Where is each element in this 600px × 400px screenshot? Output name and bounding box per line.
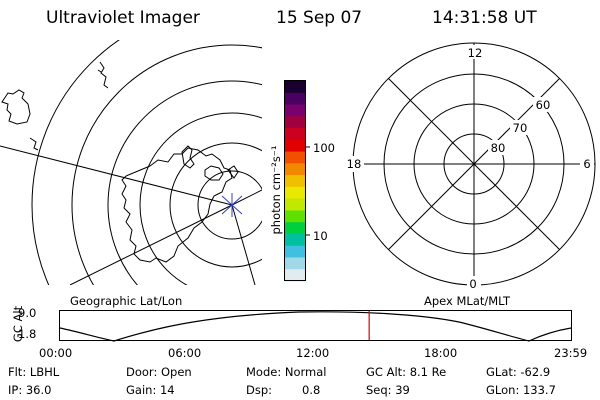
time-tick-0000: 00:00 bbox=[39, 346, 73, 360]
time-tick-2359: 23:59 bbox=[554, 346, 588, 360]
mlt-label-18: 18 bbox=[347, 157, 362, 171]
lat-circle bbox=[169, 142, 262, 268]
colorbar-band bbox=[285, 210, 305, 223]
colorbar-band bbox=[285, 139, 305, 153]
colorbar-band bbox=[285, 257, 305, 270]
geographic-map bbox=[0, 40, 262, 285]
lon-line bbox=[231, 204, 256, 285]
coastline bbox=[29, 137, 39, 151]
mlt-label-0: 0 bbox=[469, 277, 476, 291]
colorbar-band bbox=[285, 269, 305, 282]
left-panel-label: Geographic Lat/Lon bbox=[70, 294, 183, 308]
colorbar-band bbox=[285, 175, 305, 188]
lat-circle bbox=[197, 170, 262, 240]
time-tick-0600: 06:00 bbox=[168, 346, 202, 360]
colorbar-tick-100: 100 bbox=[313, 141, 335, 155]
coastline bbox=[204, 165, 224, 181]
gc-alt-readout: GC Alt: 8.1 Re bbox=[366, 365, 447, 379]
mode-readout: Mode: Normal bbox=[246, 365, 327, 379]
altitude-y-tick-max: 9.0 bbox=[18, 306, 37, 320]
door-readout: Door: Open bbox=[126, 365, 192, 379]
altitude-curve bbox=[59, 311, 572, 342]
altitude-plot bbox=[59, 310, 572, 342]
mlt-label-6: 6 bbox=[583, 157, 590, 171]
mlat-label-70: 70 bbox=[513, 121, 528, 135]
colorbar-band bbox=[285, 163, 305, 176]
lat-circle bbox=[71, 44, 262, 285]
colorbar-tick-10: 10 bbox=[313, 229, 328, 243]
mlat-label-60: 60 bbox=[536, 98, 551, 112]
coastline bbox=[181, 145, 195, 169]
colorbar-band bbox=[285, 222, 305, 235]
right-panel-label: Apex MLat/MLT bbox=[424, 294, 511, 308]
colorbar-band bbox=[285, 92, 305, 106]
colorbar-unit-label: photon cm⁻²s⁻¹ bbox=[269, 145, 283, 235]
altitude-y-tick-min: 1.8 bbox=[18, 327, 37, 341]
glat-readout: GLat: -62.9 bbox=[486, 365, 551, 379]
filter-readout: Flt: LBHL bbox=[8, 365, 60, 379]
observation-time: 14:31:58 UT bbox=[432, 8, 537, 28]
lat-circle bbox=[31, 40, 120, 285]
lon-line bbox=[69, 204, 233, 285]
colorbar-band bbox=[285, 245, 305, 259]
mlt-label-12: 12 bbox=[468, 46, 483, 60]
colorbar-band bbox=[285, 81, 305, 94]
lon-line bbox=[231, 189, 262, 206]
coastline bbox=[97, 61, 109, 89]
gain-readout: Gain: 14 bbox=[126, 383, 175, 397]
colorbar-band bbox=[285, 128, 305, 141]
colorbar-band bbox=[285, 233, 305, 247]
dsp-value: 0.8 bbox=[302, 383, 321, 397]
observation-date: 15 Sep 07 bbox=[276, 8, 363, 28]
lat-circle bbox=[139, 112, 262, 285]
intensity-colorbar bbox=[284, 80, 310, 282]
pole-marker-icon bbox=[221, 193, 243, 217]
time-tick-1200: 12:00 bbox=[296, 346, 330, 360]
lon-line bbox=[0, 145, 233, 206]
colorbar-band bbox=[285, 198, 305, 212]
instrument-title: Ultraviolet Imager bbox=[46, 8, 200, 28]
ip-readout: IP: 36.0 bbox=[8, 383, 52, 397]
coastline bbox=[1, 89, 31, 125]
glon-readout: GLon: 133.7 bbox=[486, 383, 556, 397]
dsp-label: Dsp: bbox=[246, 383, 273, 397]
lat-circle bbox=[107, 80, 262, 285]
time-tick-1800: 18:00 bbox=[424, 346, 458, 360]
polar-mlat-mlt-grid: 12 6 0 18 60 70 80 bbox=[344, 42, 596, 291]
colorbar-band bbox=[285, 186, 305, 200]
coastline bbox=[121, 147, 233, 263]
mlat-label-80: 80 bbox=[491, 141, 506, 155]
coastline bbox=[227, 165, 239, 179]
colorbar-band bbox=[285, 116, 305, 129]
colorbar-band bbox=[285, 104, 305, 117]
seq-readout: Seq: 39 bbox=[366, 383, 410, 397]
colorbar-band bbox=[285, 151, 305, 164]
